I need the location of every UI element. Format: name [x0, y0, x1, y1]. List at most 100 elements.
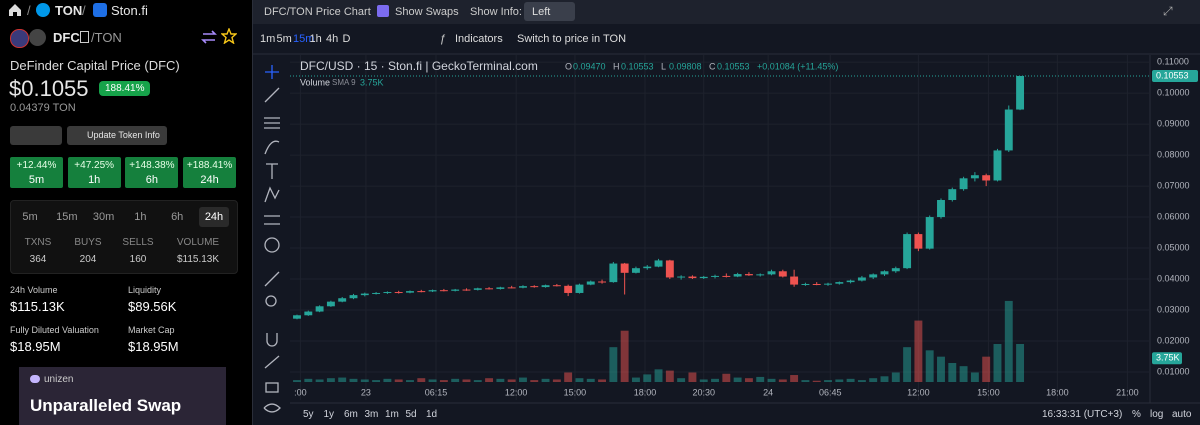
interval-button[interactable]: 15m: [293, 33, 315, 45]
stat-value: $115.13K: [10, 299, 65, 314]
volume-bar: [744, 378, 753, 382]
candle-body: [609, 263, 618, 283]
volume-bar: [519, 377, 527, 382]
volume-bar: [1004, 300, 1013, 382]
volume-bar: [406, 380, 414, 382]
volume-bar: [835, 379, 844, 382]
auto-toggle[interactable]: auto: [1172, 409, 1192, 420]
candle-body: [677, 276, 686, 278]
interval-button[interactable]: 1h: [309, 33, 322, 45]
update-token-button[interactable]: Update Token Info: [67, 126, 167, 145]
range-button[interactable]: 1y: [323, 409, 335, 420]
change-box[interactable]: [183, 157, 237, 188]
y-tick-label: 0.11000: [1157, 57, 1189, 67]
show-info-dropdown[interactable]: [524, 2, 575, 21]
copy-icon[interactable]: [80, 31, 89, 43]
ohlc-value: 0.10553: [621, 61, 654, 71]
change-box[interactable]: [125, 157, 179, 188]
indicators-button[interactable]: Indicators: [455, 33, 503, 45]
ad-logo: [30, 375, 40, 383]
range-button[interactable]: 1d: [426, 409, 438, 420]
switch-price-button[interactable]: Switch to price in TON: [517, 33, 627, 45]
period-tab[interactable]: 30m: [92, 211, 115, 223]
candle-body: [891, 268, 900, 272]
candle-body: [406, 291, 414, 293]
interval-button[interactable]: 4h: [326, 33, 339, 45]
period-tab[interactable]: 5m: [22, 211, 38, 223]
period-tab[interactable]: 15m: [56, 211, 78, 223]
volume-bar: [507, 379, 516, 382]
log-toggle[interactable]: log: [1150, 409, 1164, 420]
y-tick-label: 0.06000: [1157, 211, 1190, 221]
candle-body: [665, 260, 674, 278]
candle-body: [326, 301, 335, 307]
candle-body: [586, 281, 595, 285]
candle-body: [315, 306, 324, 312]
social-links[interactable]: [10, 126, 62, 145]
change-value: +188.41%: [186, 160, 233, 171]
ad-banner[interactable]: [19, 367, 226, 425]
candle-body: [428, 290, 437, 292]
volume-sma-name: SMA 9: [332, 78, 356, 87]
volume-bar: [756, 376, 765, 382]
interval-button[interactable]: D: [342, 33, 351, 45]
breadcrumb-network[interactable]: TON: [55, 3, 83, 18]
star-icon[interactable]: [221, 28, 237, 44]
range-button[interactable]: 5d: [405, 409, 417, 420]
interval-button[interactable]: 5m: [276, 33, 292, 45]
candle-body: [970, 175, 979, 179]
candle-body: [914, 234, 923, 249]
range-button[interactable]: 1m: [385, 409, 399, 420]
candle-body: [564, 285, 573, 293]
candle-body: [349, 295, 358, 299]
candle-body: [699, 276, 708, 279]
drawing-tools[interactable]: [255, 58, 289, 420]
candle-body: [394, 292, 403, 294]
volume-bar: [609, 347, 618, 382]
stat-label: Liquidity: [128, 285, 162, 295]
change-period: 1h: [88, 174, 101, 186]
volume-sma-label: 3.75K: [1156, 353, 1180, 363]
x-tick-label: 18:00: [1046, 387, 1069, 397]
y-tick-label: 0.05000: [1157, 242, 1190, 252]
candle-body: [711, 275, 719, 277]
candle-body: [304, 311, 313, 316]
period-tab[interactable]: 1h: [134, 211, 147, 223]
candle-body: [485, 288, 494, 290]
chart-header-title: DFC/TON Price Chart: [264, 6, 371, 18]
txn-stat-label: SELLS: [122, 237, 154, 248]
range-button[interactable]: 3m: [364, 409, 379, 420]
volume-bar: [394, 379, 403, 382]
home-icon[interactable]: [8, 3, 22, 17]
volume-bar: [925, 350, 934, 382]
candle-body: [451, 289, 460, 291]
ohlc-value: 0.09470: [573, 61, 606, 71]
breadcrumb-dex[interactable]: Ston.fi: [111, 3, 148, 18]
collapse-icon[interactable]: ⤢: [1163, 4, 1173, 18]
x-tick-label: 18:00: [634, 387, 657, 397]
candle-body: [1004, 109, 1013, 151]
volume-bar: [948, 363, 957, 382]
stat-value: $18.95M: [128, 339, 179, 354]
change-box[interactable]: [10, 157, 63, 188]
interval-button[interactable]: 1m: [260, 33, 276, 45]
range-button[interactable]: 5y: [303, 409, 314, 420]
volume-bar: [824, 380, 832, 382]
percent-toggle[interactable]: %: [1132, 409, 1141, 420]
change-box[interactable]: [67, 157, 121, 188]
candle-body: [360, 293, 369, 296]
x-tick-label: 21:00: [1116, 387, 1139, 397]
swap-icon[interactable]: [201, 29, 217, 45]
period-tab[interactable]: 24h: [199, 207, 229, 227]
candle-body: [631, 268, 640, 273]
candle-body: [756, 274, 765, 276]
volume-bar: [846, 378, 855, 382]
token-logo: [10, 29, 29, 48]
ohlc-key: C: [709, 61, 716, 71]
show-swaps-checkbox[interactable]: [377, 5, 389, 17]
volume-bar: [530, 380, 539, 382]
range-button[interactable]: 6m: [344, 409, 358, 420]
period-tab[interactable]: 6h: [171, 211, 184, 223]
candle-body: [507, 287, 516, 289]
x-tick-label: 12:00: [505, 387, 528, 397]
